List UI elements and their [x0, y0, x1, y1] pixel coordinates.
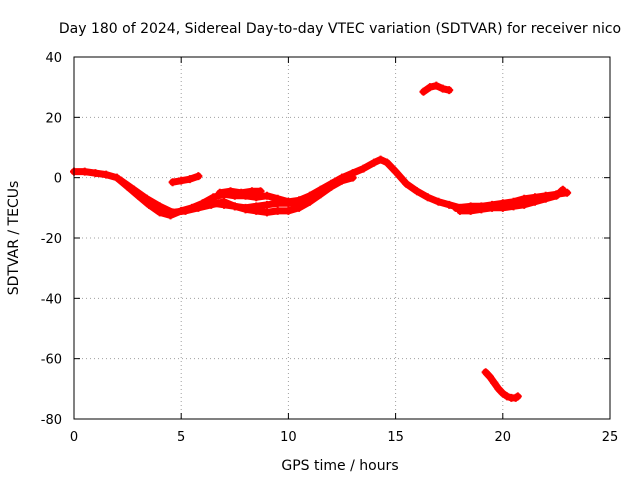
series-track-third	[209, 199, 304, 212]
data-point	[413, 187, 422, 196]
data-point	[316, 190, 325, 199]
axis-ticks: 0 5 10 15 20 25 -80 -60 -40 -20 0 20 40	[41, 51, 619, 445]
data-point	[338, 176, 346, 185]
data-point	[391, 167, 400, 176]
chart-title: Day 180 of 2024, Sidereal Day-to-day VTE…	[59, 21, 621, 37]
data-point	[513, 392, 522, 401]
data-point	[209, 199, 218, 208]
data-point	[438, 84, 447, 93]
data-point	[130, 185, 139, 194]
series-track-fourth	[215, 187, 265, 197]
data-point	[142, 194, 151, 203]
y-tick-label: 40	[45, 51, 62, 66]
data-point	[194, 172, 203, 181]
data-point	[558, 185, 567, 194]
x-axis-label: GPS time / hours	[281, 458, 398, 474]
data-point	[241, 203, 250, 212]
data-point	[477, 205, 486, 214]
data-point	[155, 202, 164, 211]
grid	[74, 57, 610, 419]
data-point	[541, 194, 550, 203]
data-point	[423, 193, 432, 202]
data-point	[230, 202, 239, 211]
data-point	[376, 155, 385, 164]
data-point	[262, 200, 271, 209]
data-point	[168, 208, 177, 217]
data-point	[181, 206, 190, 215]
data-point	[383, 158, 392, 167]
x-tick-label: 15	[387, 430, 404, 445]
data-point	[327, 182, 336, 191]
y-tick-label: 0	[54, 172, 62, 187]
data-point	[220, 200, 229, 209]
data-point	[359, 164, 368, 173]
data-point	[509, 202, 518, 211]
data-point	[284, 206, 293, 215]
series-track-low	[481, 368, 522, 402]
data-point	[194, 203, 203, 212]
data-point	[117, 176, 126, 185]
data-point	[434, 197, 443, 206]
data-points	[70, 81, 572, 402]
y-axis-label: SDTVAR / TECUs	[6, 181, 22, 296]
data-point	[273, 199, 282, 208]
data-point	[530, 197, 539, 206]
data-point	[262, 208, 271, 217]
y-tick-label: -60	[41, 353, 62, 368]
data-point	[498, 203, 507, 212]
data-point	[498, 389, 507, 398]
data-point	[432, 81, 441, 90]
data-point	[481, 368, 490, 377]
data-point	[490, 378, 499, 387]
data-point	[402, 179, 411, 188]
data-point	[295, 199, 304, 208]
data-point	[305, 197, 314, 206]
data-point	[256, 187, 265, 196]
data-point	[262, 191, 271, 200]
data-point	[185, 175, 194, 184]
data-point	[503, 392, 512, 401]
data-point	[177, 176, 186, 185]
data-point	[237, 188, 246, 197]
series-track-right-b	[455, 185, 567, 215]
data-point	[494, 384, 503, 393]
y-tick-label: -20	[41, 232, 62, 247]
series-track-high	[419, 81, 454, 96]
x-tick-label: 25	[602, 430, 619, 445]
data-point	[370, 158, 379, 167]
series-line	[169, 172, 202, 186]
series-track-short	[168, 172, 203, 187]
data-point	[284, 199, 293, 208]
data-point	[226, 187, 235, 196]
data-point	[445, 86, 454, 95]
data-point	[445, 200, 454, 209]
data-point	[80, 167, 89, 176]
data-point	[520, 200, 529, 209]
x-tick-label: 20	[495, 430, 512, 445]
data-point	[455, 206, 464, 215]
data-point	[215, 188, 224, 197]
data-point	[348, 173, 357, 182]
data-point	[488, 203, 497, 212]
x-tick-label: 10	[280, 430, 297, 445]
data-point	[247, 187, 256, 196]
data-point	[91, 169, 100, 178]
data-point	[425, 83, 434, 92]
y-tick-label: -80	[41, 413, 62, 428]
data-point	[466, 206, 475, 215]
data-point	[419, 87, 428, 96]
x-tick-label: 0	[70, 430, 78, 445]
data-point	[102, 170, 111, 179]
y-tick-label: -40	[41, 292, 62, 307]
data-point	[273, 206, 282, 215]
x-tick-label: 5	[177, 430, 185, 445]
data-point	[552, 191, 561, 200]
data-point	[252, 202, 261, 211]
data-point	[168, 178, 177, 187]
data-point	[485, 372, 494, 381]
y-tick-label: 20	[45, 111, 62, 126]
